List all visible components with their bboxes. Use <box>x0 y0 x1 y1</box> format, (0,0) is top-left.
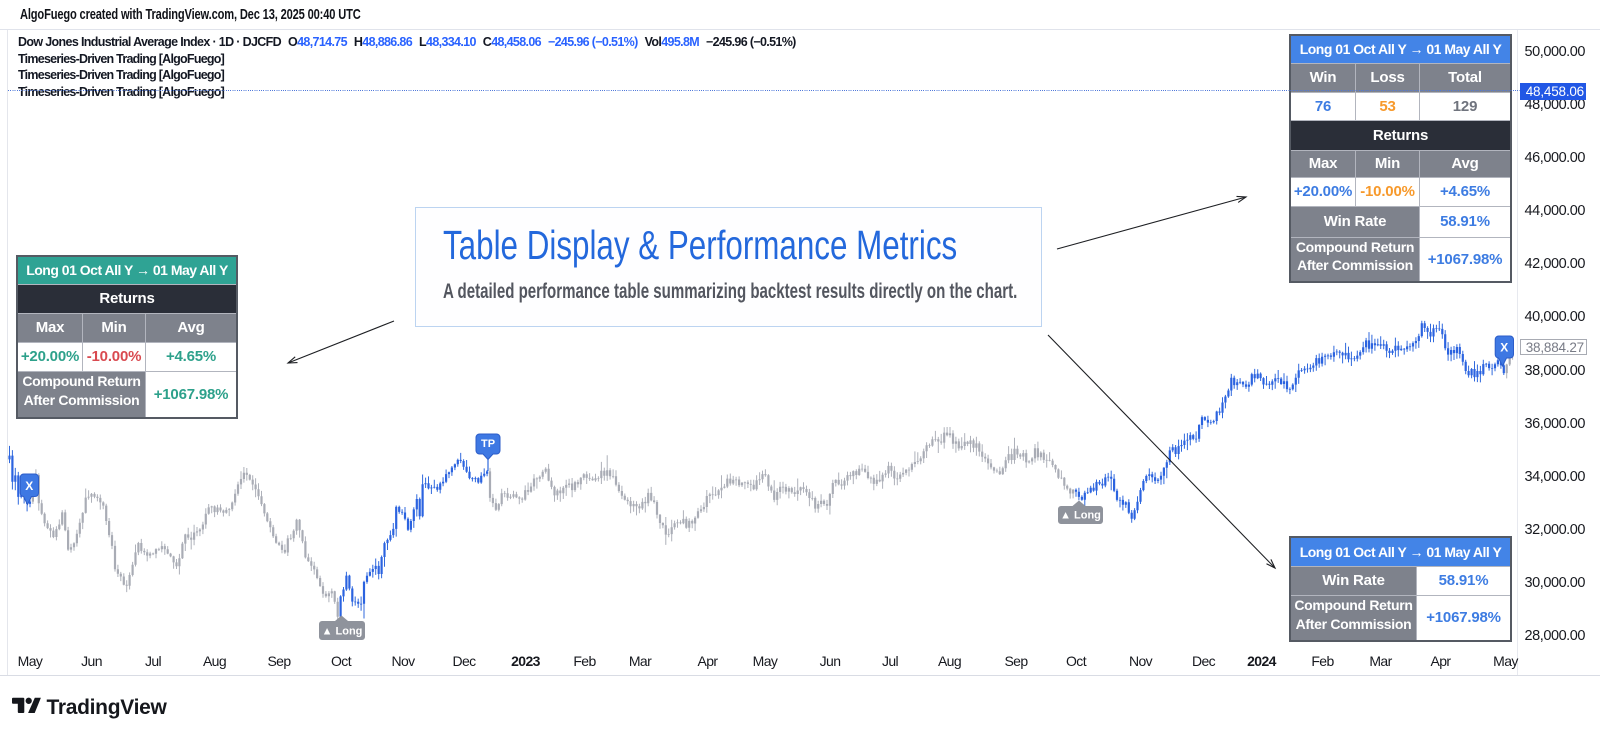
svg-text:X: X <box>25 479 33 493</box>
svg-text:X: X <box>1500 341 1508 355</box>
svg-text:▲ Long: ▲ Long <box>322 626 363 638</box>
svg-text:▲ Long: ▲ Long <box>1060 510 1101 522</box>
svg-text:TP: TP <box>481 438 495 450</box>
